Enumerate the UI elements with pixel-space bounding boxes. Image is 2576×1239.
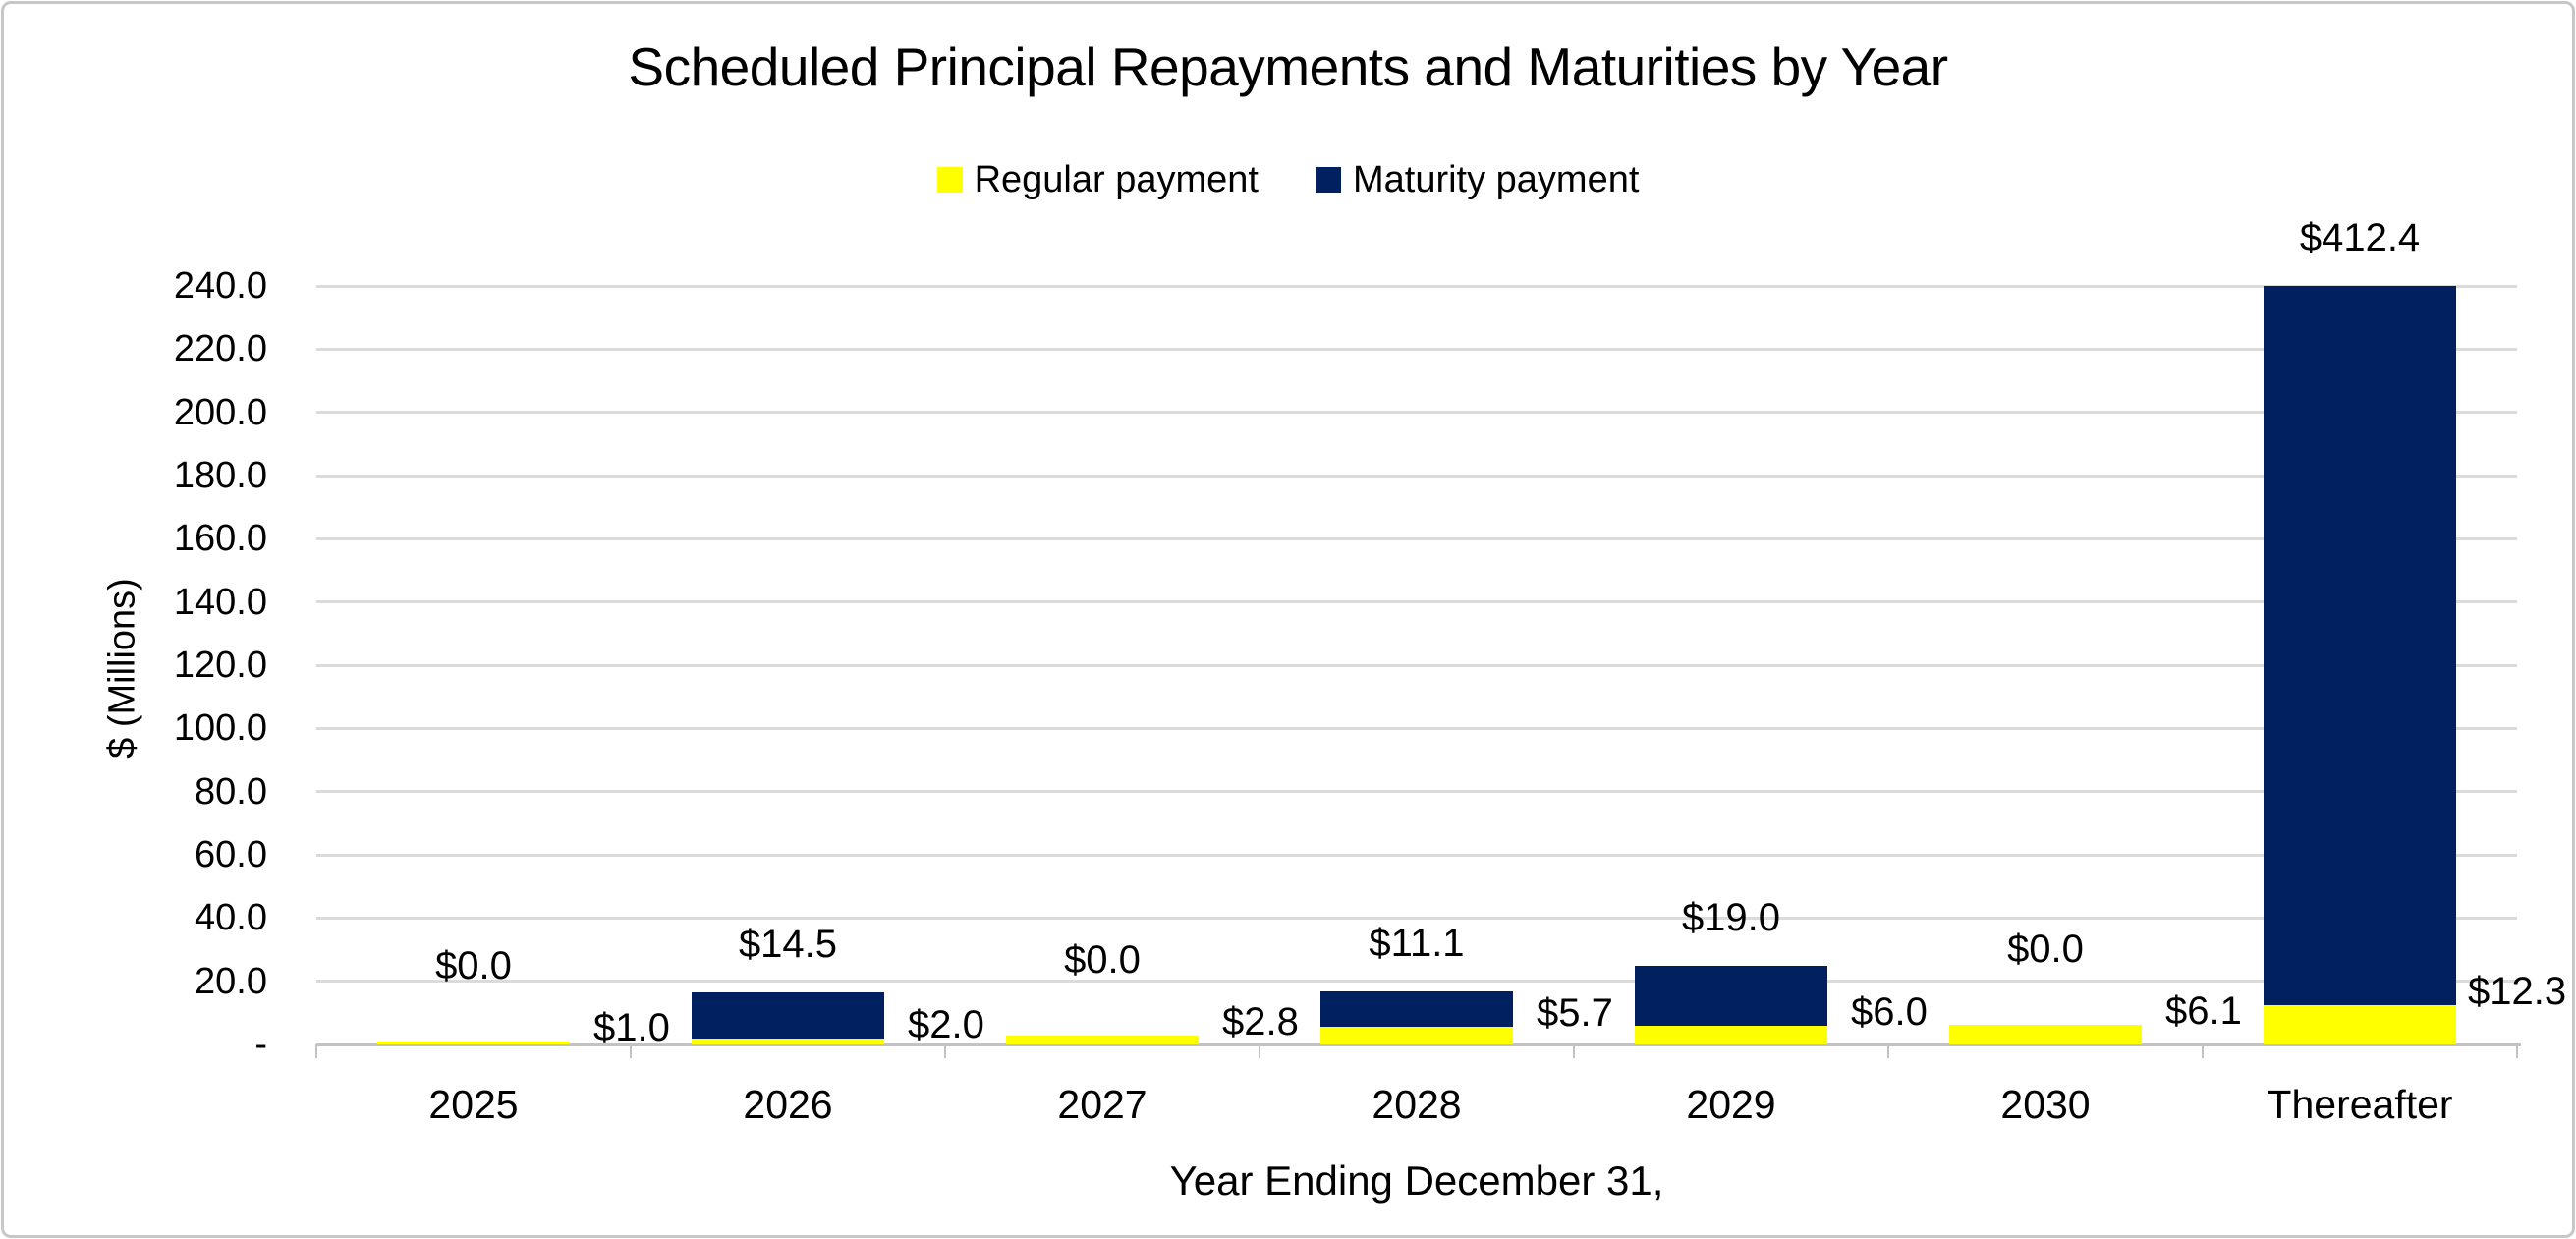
bar-segment-maturity-2026 xyxy=(692,992,884,1039)
bar-segment-regular-2025 xyxy=(377,1042,570,1044)
y-axis-tick-label: 160.0 xyxy=(173,518,267,559)
gridline xyxy=(316,664,2517,667)
legend: Regular payment Maturity payment xyxy=(0,153,2576,206)
data-label-maturity-Thereafter: $412.4 xyxy=(2299,216,2421,259)
data-label-regular-2028: $5.7 xyxy=(1537,991,1613,1035)
x-axis-tick-mark xyxy=(1887,1044,1889,1058)
y-axis-tick-label: 180.0 xyxy=(173,455,267,496)
x-axis-category-label-2026: 2026 xyxy=(743,1082,833,1127)
gridline xyxy=(316,917,2517,920)
data-label-regular-Thereafter: $12.3 xyxy=(2468,970,2567,1013)
x-axis-category-label-2030: 2030 xyxy=(2000,1082,2091,1127)
y-axis-tick-label: 60.0 xyxy=(195,834,267,875)
bar-segment-regular-2027 xyxy=(1006,1036,1199,1044)
y-axis-tick-label: - xyxy=(254,1024,267,1065)
legend-item-regular-payment: Regular payment xyxy=(936,158,1259,201)
y-axis-tick-label: 240.0 xyxy=(173,265,267,307)
legend-swatch-regular-payment-icon xyxy=(936,167,963,193)
gridline xyxy=(316,600,2517,603)
data-label-regular-2026: $2.0 xyxy=(908,1003,984,1046)
bar-segment-regular-2026 xyxy=(692,1039,884,1044)
y-axis-tick-label: 120.0 xyxy=(173,645,267,686)
bar-segment-maturity-2029 xyxy=(1635,966,1827,1026)
x-axis-title: Year Ending December 31, xyxy=(1169,1157,1664,1204)
y-axis-tick-label: 80.0 xyxy=(195,771,267,813)
x-axis-tick-mark xyxy=(2202,1044,2204,1058)
y-axis-tick-label: 40.0 xyxy=(195,897,267,938)
data-label-regular-2025: $1.0 xyxy=(593,1006,670,1049)
bar-segment-regular-2030 xyxy=(1949,1025,2142,1044)
y-axis-tick-label: 200.0 xyxy=(173,392,267,433)
x-axis-category-label-2025: 2025 xyxy=(428,1082,519,1127)
x-axis-category-label-2027: 2027 xyxy=(1057,1082,1148,1127)
data-label-maturity-2028: $11.1 xyxy=(1369,922,1465,965)
x-axis-tick-mark xyxy=(630,1044,632,1058)
data-label-maturity-2025: $0.0 xyxy=(435,944,512,987)
gridline xyxy=(316,285,2517,288)
gridline xyxy=(316,348,2517,351)
bar-segment-maturity-2028 xyxy=(1320,991,1513,1027)
gridline xyxy=(316,854,2517,857)
gridline xyxy=(316,411,2517,414)
data-label-regular-2027: $2.8 xyxy=(1222,1000,1299,1043)
bar-segment-regular-2029 xyxy=(1635,1026,1827,1044)
x-axis-tick-mark xyxy=(315,1044,317,1058)
y-axis-tick-label: 20.0 xyxy=(195,961,267,1002)
y-axis-title: $ (Millions) xyxy=(101,578,143,759)
gridline xyxy=(316,537,2517,540)
bar-segment-regular-Thereafter xyxy=(2264,1005,2456,1044)
gridline xyxy=(316,790,2517,793)
gridline xyxy=(316,980,2517,983)
gridline xyxy=(316,727,2517,730)
legend-label-maturity-payment: Maturity payment xyxy=(1352,158,1640,200)
data-label-regular-2029: $6.0 xyxy=(1851,990,1928,1034)
x-axis-category-label-Thereafter: Thereafter xyxy=(2267,1082,2453,1127)
x-axis-line xyxy=(316,1043,2521,1046)
x-axis-tick-mark xyxy=(1259,1044,1260,1058)
x-axis-tick-mark xyxy=(2516,1044,2518,1058)
data-label-regular-2030: $6.1 xyxy=(2165,989,2242,1033)
data-label-maturity-2027: $0.0 xyxy=(1064,938,1141,982)
legend-item-maturity-payment: Maturity payment xyxy=(1315,158,1640,201)
legend-swatch-maturity-payment-icon xyxy=(1315,167,1341,193)
x-axis-category-label-2028: 2028 xyxy=(1372,1082,1462,1127)
legend-label-regular-payment: Regular payment xyxy=(974,158,1259,200)
x-axis-tick-mark xyxy=(944,1044,946,1058)
data-label-maturity-2026: $14.5 xyxy=(738,923,838,966)
data-label-maturity-2029: $19.0 xyxy=(1681,896,1781,939)
y-axis-tick-label: 100.0 xyxy=(173,707,267,749)
x-axis-tick-mark xyxy=(1573,1044,1575,1058)
y-axis-tick-label: 220.0 xyxy=(173,328,267,369)
x-axis-category-label-2029: 2029 xyxy=(1686,1082,1776,1127)
bar-segment-maturity-Thereafter xyxy=(2264,286,2456,1005)
gridline xyxy=(316,475,2517,478)
bar-segment-regular-2028 xyxy=(1320,1027,1513,1044)
data-label-maturity-2030: $0.0 xyxy=(2007,928,2084,971)
chart-title: Scheduled Principal Repayments and Matur… xyxy=(628,36,1948,97)
y-axis-tick-label: 140.0 xyxy=(173,582,267,623)
